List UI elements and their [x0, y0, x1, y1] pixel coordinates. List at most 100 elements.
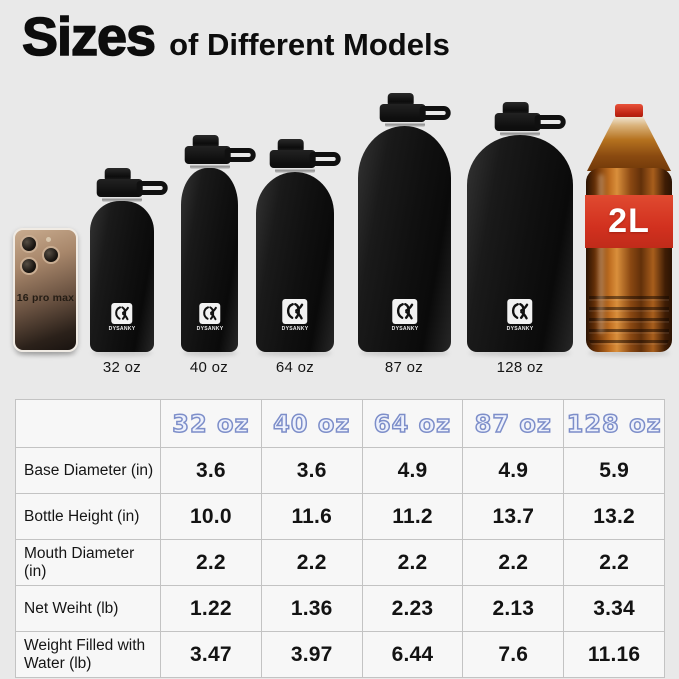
- logo-mark-icon: [391, 299, 417, 324]
- table-cell: 3.6: [161, 448, 261, 493]
- brand-logo: DYSANKY: [279, 299, 310, 332]
- table-cell: 11.2: [362, 494, 463, 539]
- spec-table: 32 oz 40 oz 64 oz 87 oz 128 oz Base Diam…: [15, 399, 665, 678]
- steel-rim: [189, 164, 230, 169]
- phone-shadow: [16, 350, 76, 356]
- title-main: Sizes: [21, 6, 157, 68]
- table-cell: 2.23: [362, 586, 463, 631]
- table-cell: 6.44: [362, 632, 463, 677]
- row-label-base-diameter: Base Diameter (in): [16, 448, 160, 493]
- bottle-cap: [96, 168, 168, 201]
- cola-shadow: [588, 350, 670, 356]
- bottle-handle: [309, 152, 341, 166]
- table-cell: 13.2: [564, 494, 664, 539]
- column-header-87oz: 87 oz: [463, 400, 564, 447]
- row-label-net-weight: Net Weiht (lb): [16, 586, 160, 631]
- logo-mark-icon: [507, 299, 533, 324]
- bottle-handle: [136, 181, 168, 195]
- cola-bottle-2l: 2L: [585, 104, 673, 352]
- cola-label: 2L: [585, 195, 673, 248]
- brand-logo: DYSANKY: [504, 299, 535, 332]
- camera-lens-icon: [42, 246, 60, 264]
- table-cell: 3.47: [161, 632, 261, 677]
- bottle-handle: [224, 148, 256, 162]
- logo-mark-icon: [282, 299, 308, 324]
- title-subtitle: of Different Models: [169, 27, 450, 62]
- table-cell: 5.9: [564, 448, 664, 493]
- cola-neck: [587, 117, 671, 171]
- brand-name: DYSANKY: [281, 326, 309, 332]
- bottle-shadow: [360, 350, 449, 356]
- bottle-cap: [184, 135, 256, 168]
- row-label-filled-weight: Weight Filled with Water (lb): [16, 632, 160, 677]
- bottle-32oz: DYSANKY: [90, 168, 168, 352]
- table-cell: 4.9: [362, 448, 463, 493]
- table-cell: 7.6: [463, 632, 564, 677]
- table-cell: 13.7: [463, 494, 564, 539]
- logo-mark-icon: [111, 303, 133, 324]
- brand-name: DYSANKY: [506, 326, 534, 332]
- table-cell: 4.9: [463, 448, 564, 493]
- bottle-shadow: [469, 350, 571, 356]
- iphone-16-pro-max: 16 pro max: [13, 228, 78, 352]
- bottle-lid: [96, 179, 143, 197]
- bottle-cap: [379, 93, 451, 126]
- table-cell: 3.34: [564, 586, 664, 631]
- phone-model-label: 16 pro max: [16, 292, 75, 304]
- bottle-128oz: DYSANKY: [467, 102, 573, 352]
- logo-mark-icon: [198, 303, 220, 324]
- table-cell: 2.2: [463, 540, 564, 585]
- table-cell: 2.2: [161, 540, 261, 585]
- bottle-spout: [192, 135, 219, 147]
- cola-volume-label: 2L: [608, 202, 650, 240]
- bottle-64oz: DYSANKY: [256, 139, 341, 352]
- bottle-shadow: [258, 350, 332, 356]
- cola-highlight: [598, 174, 604, 334]
- brand-name: DYSANKY: [196, 326, 223, 332]
- cola-base-ribs: [589, 296, 669, 348]
- bottle-lid: [184, 146, 231, 164]
- bottle-cap: [269, 139, 341, 172]
- column-header-128oz: 128 oz: [564, 400, 664, 447]
- camera-lens-icon: [20, 235, 38, 253]
- table-corner-cell: [16, 400, 160, 447]
- brand-name: DYSANKY: [108, 326, 136, 332]
- row-label-mouth-diameter: Mouth Diameter (in): [16, 540, 160, 585]
- bottle-cap: [494, 102, 566, 135]
- table-cell: 3.97: [261, 632, 362, 677]
- column-header-64oz: 64 oz: [362, 400, 463, 447]
- table-cell: 2.2: [564, 540, 664, 585]
- bottle-spout: [104, 168, 131, 180]
- table-cell: 2.2: [261, 540, 362, 585]
- size-caption-128oz: 128 oz: [496, 359, 544, 376]
- table-cell: 10.0: [161, 494, 261, 539]
- column-header-32oz: 32 oz: [161, 400, 261, 447]
- bottle-lid: [269, 150, 316, 168]
- bottle-spout: [502, 102, 529, 114]
- bottle-body: [90, 201, 154, 352]
- size-caption-64oz: 64 oz: [275, 359, 315, 376]
- size-caption-32oz: 32 oz: [102, 359, 142, 376]
- table-cell: 2.2: [362, 540, 463, 585]
- bottle-spout: [277, 139, 304, 151]
- bottle-spout: [387, 93, 414, 105]
- bottle-lid: [379, 104, 426, 122]
- table-cell: 2.13: [463, 586, 564, 631]
- table-cell: 11.16: [564, 632, 664, 677]
- table-cell: 1.22: [161, 586, 261, 631]
- size-caption-87oz: 87 oz: [384, 359, 424, 376]
- brand-logo: DYSANKY: [194, 303, 225, 332]
- cola-cap: [615, 104, 643, 118]
- row-label-bottle-height: Bottle Height (in): [16, 494, 160, 539]
- brand-logo: DYSANKY: [389, 299, 420, 332]
- page-title: Sizes of Different Models: [21, 6, 450, 68]
- bottle-handle: [534, 115, 566, 129]
- bottle-handle: [419, 106, 451, 120]
- steel-rim: [384, 122, 425, 127]
- column-header-40oz: 40 oz: [261, 400, 362, 447]
- table-cell: 1.36: [261, 586, 362, 631]
- bottle-shadow: [92, 350, 152, 356]
- steel-rim: [275, 168, 315, 173]
- camera-lens-icon: [20, 257, 38, 275]
